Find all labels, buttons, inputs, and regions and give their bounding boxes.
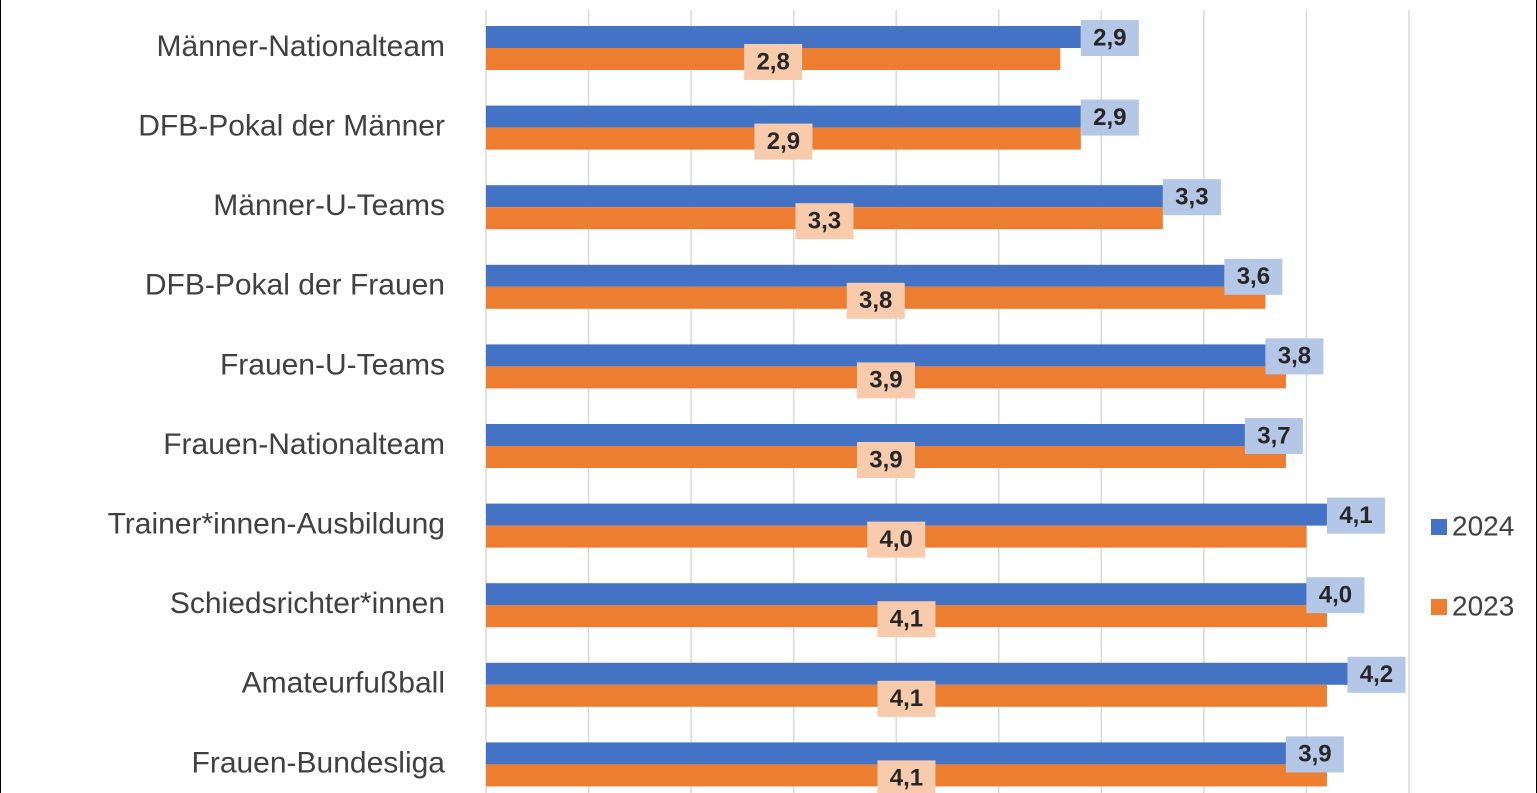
data-label: 3,8: [1278, 343, 1311, 370]
bar: [486, 264, 1225, 287]
data-label-box: [744, 44, 803, 80]
data-label: 3,3: [1175, 184, 1208, 211]
category-label: Männer-Nationalteam: [157, 30, 445, 63]
data-label: 3,9: [869, 367, 902, 394]
bar: [486, 105, 1081, 128]
data-label: 3,6: [1237, 263, 1270, 290]
data-label-box: [877, 760, 936, 793]
category-label: Frauen-Bundesliga: [192, 746, 446, 779]
data-label-box: [877, 601, 936, 638]
legend-label: 2023: [1452, 590, 1514, 621]
category-label: Schiedsrichter*innen: [170, 587, 445, 620]
data-label-box: [846, 282, 905, 319]
legend-swatch: [1431, 599, 1447, 615]
bar: [486, 583, 1307, 606]
bar: [486, 26, 1081, 48]
data-label-box: [867, 521, 926, 558]
category-label: Männer-U-Teams: [213, 189, 445, 222]
data-label-box: [856, 442, 915, 478]
data-label: 3,8: [859, 287, 892, 314]
legend-swatch: [1431, 519, 1447, 535]
data-label-box: [1244, 418, 1303, 454]
data-label: 4,2: [1360, 661, 1393, 688]
data-label-box: [1080, 20, 1139, 56]
data-label: 4,1: [890, 765, 923, 792]
data-label: 2,8: [756, 48, 789, 75]
data-label: 3,9: [869, 446, 902, 473]
data-label-box: [1347, 656, 1406, 693]
data-label: 2,9: [1093, 104, 1126, 131]
category-label: DFB-Pokal der Frauen: [145, 269, 445, 302]
category-label: Amateurfußball: [242, 667, 445, 700]
data-label: 4,0: [1319, 582, 1352, 609]
data-label-box: [856, 362, 915, 399]
bar: [486, 742, 1286, 765]
bar: [486, 662, 1348, 685]
category-label: DFB-Pokal der Männer: [138, 110, 445, 143]
data-label-box: [795, 203, 854, 240]
data-label: 3,9: [1298, 741, 1331, 768]
data-label-box: [877, 680, 936, 717]
data-label: 4,0: [880, 526, 913, 553]
data-label-box: [1306, 577, 1365, 614]
data-label-box: [1224, 258, 1283, 295]
data-label: 2,9: [767, 128, 800, 155]
data-label: 4,1: [890, 685, 923, 712]
data-label-box: [1162, 179, 1221, 216]
bar: [486, 185, 1163, 208]
data-label-box: [1265, 338, 1324, 375]
category-label: Frauen-Nationalteam: [163, 428, 445, 461]
bar: [486, 424, 1245, 446]
data-label-box: [1326, 497, 1385, 534]
data-label-box: [1285, 736, 1344, 773]
data-label: 4,1: [1339, 502, 1372, 529]
category-label: Trainer*innen-Ausbildung: [108, 508, 445, 541]
legend-label: 2024: [1452, 510, 1514, 541]
data-label: 3,7: [1257, 422, 1290, 449]
bar: [486, 344, 1266, 367]
data-label: 3,3: [808, 208, 841, 235]
data-label: 2,9: [1093, 24, 1126, 51]
data-label-box: [754, 123, 813, 160]
category-label: Frauen-U-Teams: [220, 348, 445, 381]
bar: [486, 503, 1327, 526]
data-label: 4,1: [890, 606, 923, 633]
data-label-box: [1080, 99, 1139, 136]
